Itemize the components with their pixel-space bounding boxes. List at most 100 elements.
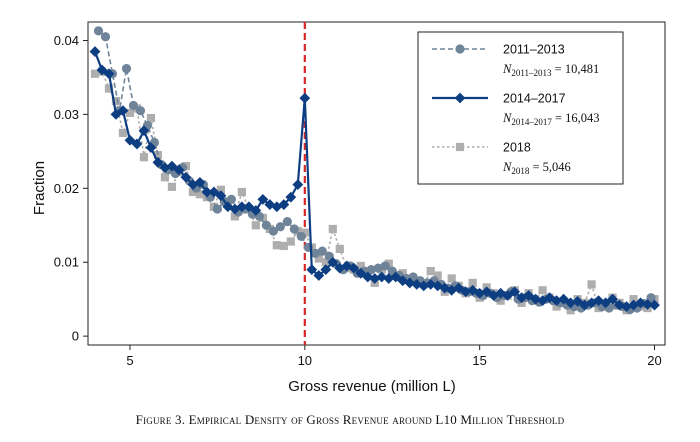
series-2018-point [587, 280, 596, 289]
series-2011-2013-point [100, 32, 111, 42]
legend: 2011–2013 N2011–2013 = 10,481 2014–2017 N20… [417, 31, 624, 185]
series-2018-point [90, 69, 100, 78]
axes-layer: 0 0.01 0.02 0.03 0.04 5 10 15 20 [54, 33, 662, 368]
series-2018-point [321, 258, 330, 267]
series-2014-2017-point [278, 199, 290, 210]
series-2014-2017-point [425, 278, 437, 290]
series-2018-point [433, 271, 442, 280]
series-2011-2013-point [282, 216, 292, 227]
legend-2018-label: 2018 [503, 141, 531, 155]
series-2011-2013-point [212, 204, 222, 214]
series-2014-2017-point [404, 277, 416, 289]
series-2014-2017-point [600, 297, 611, 309]
series-2014-2017-point [411, 278, 423, 290]
legend-box [417, 31, 624, 185]
series-2018-point [237, 187, 246, 197]
series-2018-point [566, 306, 575, 315]
series-2014-2017-point [460, 286, 472, 298]
series-2014-2017-point [215, 190, 227, 202]
series-2011-2013-point [380, 261, 390, 271]
series-2014-2017-point [96, 64, 108, 76]
series-2014-2017-point [313, 270, 325, 281]
legend-2014-2017-label: 2014–2017 [503, 92, 566, 106]
series-2018-point [230, 212, 239, 221]
series-2014-2017-point [327, 256, 339, 268]
series-2018-point [188, 187, 198, 197]
series-2018-point [538, 286, 547, 295]
series-2014-2017-point [383, 273, 395, 284]
legend-2014-2017-marker [454, 92, 466, 104]
series-2014-2017-point [348, 262, 360, 274]
series-2014-2017-point [124, 134, 136, 146]
series-2014-2017 [89, 46, 660, 312]
series-2014-2017-point [145, 142, 157, 154]
series-2014-2017-point [292, 179, 304, 191]
series-2018-point [356, 261, 365, 271]
series-2018-point [286, 237, 295, 246]
series-2014-2017-point [649, 299, 660, 311]
series-2014-2017-point [110, 108, 122, 120]
series-2014-2017-point [306, 264, 318, 276]
series-2014-2017-point [173, 164, 185, 176]
series-2014-2017-point [635, 297, 646, 309]
figure-caption: Figure 3. Empirical Density of Gross Rev… [135, 412, 565, 427]
series-2014-2017-point [362, 271, 374, 283]
series-2018-point [167, 182, 177, 191]
series-2014-2017-point [271, 201, 283, 213]
y-tick-label: 0.01 [54, 255, 79, 270]
series-2014-2017-point [621, 301, 632, 312]
legend-2018-n: N2018 = 5,046 [502, 160, 571, 176]
series-2011-2013-point [268, 226, 278, 236]
series-2018-point [216, 185, 225, 194]
series-2014-2017-point [117, 105, 129, 117]
series-2014-2017-point [166, 160, 178, 172]
x-tick-label: 10 [298, 353, 312, 368]
legend-2011-2013-label: 2011–2013 [503, 43, 565, 57]
series-2011-2013-point [646, 293, 656, 303]
series-2011-2013-point [317, 246, 327, 256]
series-2011-2013-point [366, 265, 376, 275]
series-2014-2017-point [180, 171, 192, 183]
x-tick-label: 5 [126, 353, 133, 368]
series-2014-2017-point [159, 162, 171, 174]
series-2011-2013-point [226, 194, 236, 204]
series-2014-2017-point [236, 201, 248, 213]
legend-2011-2013-n: N2011–2013 = 10,481 [502, 62, 599, 78]
series-2014-2017-point [103, 68, 115, 80]
series-2018-point [552, 302, 561, 311]
series-2014-2017-point [418, 280, 430, 292]
series-2018-point [139, 153, 149, 162]
x-axis-title: Gross revenue (million L) [288, 378, 456, 395]
series-2014-2017-point [369, 273, 381, 284]
series-2018-point [104, 84, 114, 93]
series-2014-2017-point [439, 282, 451, 294]
series-2018-point [146, 113, 156, 123]
series-2011-2013-point [128, 100, 139, 111]
series-2014-2017-point [138, 125, 150, 137]
x-tick-label: 15 [472, 353, 486, 368]
series-2011-2013-point [289, 224, 299, 234]
y-tick-label: 0.04 [54, 33, 79, 48]
series-2014-2017-point [187, 179, 199, 191]
series-2011-2013-point [275, 222, 285, 232]
series-2014-2017-point [299, 92, 311, 104]
series-2014-2017-point [257, 193, 269, 205]
series-2018-point [328, 224, 337, 234]
series-2014-2017-point [390, 271, 402, 283]
series-2014-2017-point [614, 299, 625, 311]
series-2014-2017-point [474, 287, 486, 299]
y-tick-label: 0.03 [54, 107, 79, 122]
series-2014-2017-point [572, 295, 583, 307]
series-2014-2017-point [607, 293, 618, 305]
series-2018-point [195, 190, 205, 199]
series-2011-2013-point [135, 106, 146, 116]
series-2014-2017-point [565, 297, 576, 309]
series-2014-2017-point [89, 46, 101, 57]
series-2014-2017-point [194, 176, 206, 188]
series-2018-point [314, 254, 323, 263]
series-2018-point [468, 278, 477, 288]
y-axis-title: Fraction [31, 161, 48, 215]
series-2018-point [447, 274, 456, 283]
series-2018-point [251, 221, 260, 230]
